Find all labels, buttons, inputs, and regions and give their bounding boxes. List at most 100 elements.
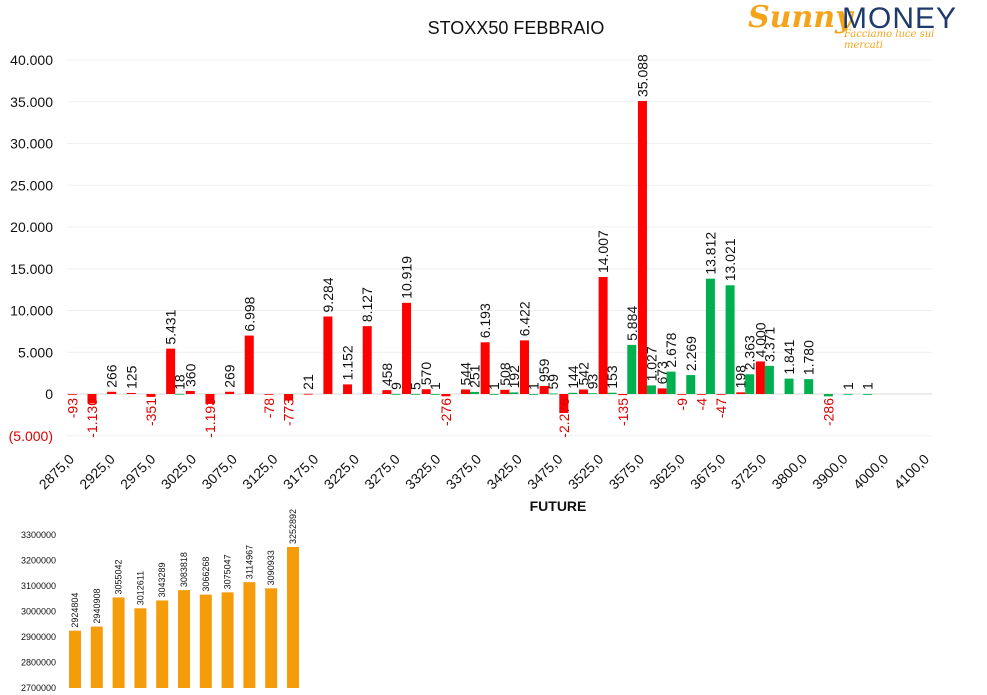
bar-mark bbox=[587, 393, 597, 395]
bar-mark bbox=[112, 597, 125, 688]
data-label: -351 bbox=[143, 398, 159, 426]
bar-mark bbox=[646, 385, 656, 394]
data-label: 3055042 bbox=[114, 559, 124, 594]
y-tick-label: 2800000 bbox=[21, 658, 56, 668]
data-label: 1 bbox=[525, 382, 541, 390]
bar-mark bbox=[382, 390, 392, 394]
bar-mark bbox=[287, 547, 299, 688]
bar-mark bbox=[244, 335, 254, 394]
y-tick-label: 3300000 bbox=[21, 530, 56, 540]
data-label: 269 bbox=[222, 364, 238, 388]
data-label: 570 bbox=[418, 362, 434, 386]
data-label: 2924804 bbox=[70, 593, 80, 628]
y-tick-label: 3000000 bbox=[21, 607, 56, 617]
bar-mark bbox=[686, 375, 696, 394]
bar-mark bbox=[539, 385, 549, 394]
data-label: 3083818 bbox=[179, 552, 189, 587]
bar-mark bbox=[725, 285, 735, 394]
bar-mark bbox=[225, 391, 235, 394]
data-label: 2.678 bbox=[663, 332, 679, 367]
y-tick-label: 25.000 bbox=[10, 177, 53, 193]
bar-mark bbox=[696, 394, 706, 395]
chart-title: STOXX50 FEBBRAIO bbox=[428, 18, 605, 38]
bar-mark bbox=[87, 394, 97, 404]
data-label: 144 bbox=[565, 365, 581, 389]
data-label: 6.998 bbox=[241, 296, 257, 331]
data-label: 13.812 bbox=[702, 232, 718, 275]
data-label: 3.371 bbox=[761, 327, 777, 362]
bar-mark bbox=[509, 392, 519, 394]
bar-mark bbox=[362, 326, 372, 394]
data-label: 192 bbox=[506, 365, 522, 389]
data-label: 9.284 bbox=[320, 277, 336, 312]
bar-mark bbox=[90, 626, 103, 688]
x-axis-title: FUTURE bbox=[530, 498, 587, 514]
sunny-money-logo: Sunny MONEY Facciamo luce sui mercati bbox=[748, 0, 970, 51]
bar-mark bbox=[178, 590, 190, 688]
bar-mark bbox=[627, 344, 637, 394]
bar-mark bbox=[500, 389, 510, 394]
data-label: 35.088 bbox=[634, 54, 650, 97]
bar-mark bbox=[863, 393, 873, 395]
y-tick-label: 30.000 bbox=[10, 136, 53, 152]
bar-mark bbox=[519, 340, 529, 394]
data-label: 6.422 bbox=[516, 301, 532, 336]
bar-mark bbox=[480, 342, 490, 394]
data-label: 3075047 bbox=[223, 554, 233, 589]
data-label: 508 bbox=[497, 362, 513, 386]
data-label: 1 bbox=[840, 382, 856, 390]
data-label: 2.269 bbox=[683, 336, 699, 371]
bar-mark bbox=[528, 393, 538, 395]
bar-mark bbox=[489, 393, 499, 395]
data-label: 21 bbox=[300, 374, 316, 390]
data-label: 3090933 bbox=[266, 550, 276, 585]
y-tick-label: 10.000 bbox=[10, 303, 53, 319]
y-tick-label: 2700000 bbox=[21, 683, 56, 693]
data-label: 3066268 bbox=[201, 557, 211, 592]
bar-mark bbox=[146, 394, 156, 397]
data-label: 2940908 bbox=[92, 589, 102, 624]
data-label: -2.276 bbox=[556, 398, 572, 438]
data-label: 3114967 bbox=[244, 545, 254, 579]
bar-mark bbox=[156, 600, 169, 688]
bar-mark bbox=[470, 391, 480, 394]
data-label: 360 bbox=[182, 363, 198, 387]
data-label: -773 bbox=[281, 398, 297, 426]
bar-mark bbox=[284, 394, 294, 401]
y-tick-label: 20.000 bbox=[10, 219, 53, 235]
bar-mark bbox=[69, 630, 81, 688]
data-label: 5 bbox=[408, 382, 424, 390]
bar-mark bbox=[764, 365, 774, 394]
logo-tagline: Facciamo luce sui mercati bbox=[844, 29, 935, 51]
y-tick-label: 40.000 bbox=[10, 52, 53, 68]
bar-mark bbox=[559, 394, 569, 414]
data-label: 1 bbox=[486, 382, 502, 390]
y-tick-label: 3100000 bbox=[21, 581, 56, 591]
open-interest-chart: STOXX50 FEBBRAIO (5.000) 0 5.000 10.000 15.00… bbox=[9, 18, 933, 514]
data-label: 544 bbox=[458, 362, 474, 386]
bar-mark bbox=[421, 389, 431, 394]
bar-mark bbox=[166, 348, 176, 394]
data-label: 1 bbox=[860, 382, 876, 390]
bar-mark bbox=[199, 594, 212, 688]
data-label: -1.193 bbox=[202, 398, 218, 438]
data-label: -93 bbox=[64, 398, 80, 418]
bar-mark bbox=[568, 392, 578, 394]
data-label: 93 bbox=[584, 373, 600, 389]
bar-mark bbox=[745, 374, 755, 394]
bar-mark bbox=[126, 392, 136, 394]
data-label: 3043289 bbox=[157, 562, 167, 597]
bar-mark bbox=[666, 371, 676, 394]
data-label: -9 bbox=[674, 398, 690, 411]
bar-mark bbox=[705, 278, 715, 394]
y-tick-label: 0 bbox=[45, 386, 53, 402]
data-label: -1.130 bbox=[84, 398, 100, 438]
data-label: 542 bbox=[575, 362, 591, 386]
bar-mark bbox=[323, 316, 333, 394]
bar-mark bbox=[607, 392, 617, 394]
y-tick-label: (5.000) bbox=[9, 428, 53, 444]
bar-mark bbox=[736, 392, 746, 394]
data-label: 5.884 bbox=[624, 306, 640, 341]
data-label: -135 bbox=[615, 398, 631, 426]
data-label: -4 bbox=[693, 398, 709, 411]
